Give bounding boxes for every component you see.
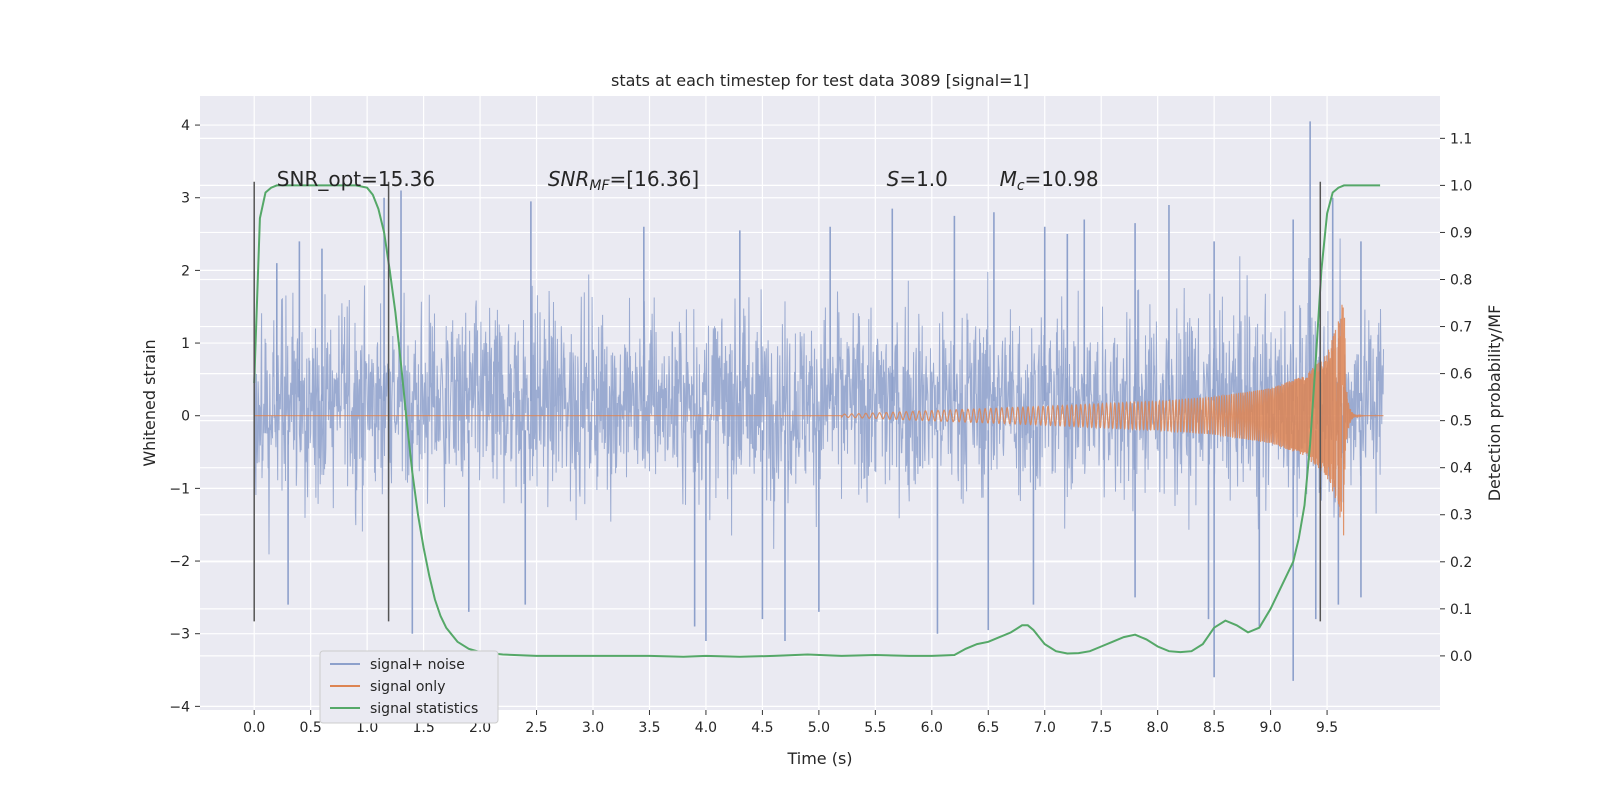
y-right-tick-label: 0.5 [1450,414,1472,430]
y-right-tick-label: 0.2 [1450,555,1472,571]
legend-label-noise: signal+ noise [370,657,465,673]
y-right-tick-label: 0.9 [1450,225,1472,241]
x-tick-label: 4.0 [695,720,717,736]
x-axis: 0.0 0.5 1.0 1.5 2.0 2.5 3.0 3.5 4.0 4.5 5.0 5.5 6.0 6… [243,710,1338,736]
series-line-signal-statistics [253,184,1381,658]
y-right-tick-label: 0.8 [1450,272,1472,288]
legend: signal+ noise signal only signal statist… [319,650,499,724]
y-tick-label: 1 [181,336,190,352]
annotation-part: SNR [548,167,590,191]
y-axis-right-title: Detection probability/MF [1485,305,1504,502]
annotation-part: S [887,167,900,191]
x-tick-label: 2.0 [469,720,491,736]
annotation-part: MF [589,178,610,194]
stats-layer [253,184,1381,658]
y-tick-label: −1 [169,481,190,497]
x-tick-label: 0.5 [300,720,322,736]
y-axis-right: 1.1 1.0 0.9 0.8 0.7 0.6 0.5 0.4 0.3 0.2 0.1 0.0 [1440,131,1472,665]
x-tick-label: 1.5 [412,720,434,736]
y-tick-label: −4 [169,699,190,715]
y-tick-label: −3 [169,627,190,643]
annotation-text: Mc=10.98 [1000,167,1099,194]
x-tick-label: 8.5 [1203,720,1225,736]
y-tick-label: 4 [181,118,190,134]
x-tick-label: 8.0 [1147,720,1169,736]
annotation-text: SNR_opt=15.36 [277,167,435,191]
x-tick-label: 7.5 [1090,720,1112,736]
y-right-tick-label: 0.6 [1450,367,1472,383]
series-layer [253,121,1384,681]
y-right-tick-label: 1.1 [1450,131,1472,147]
annotation-text: SNRMF=[16.36] [548,167,699,194]
annotation-part: SNR_opt=15.36 [277,167,435,191]
x-tick-label: 7.0 [1034,720,1056,736]
y-right-tick-label: 0.3 [1450,508,1472,524]
y-right-tick-label: 0.4 [1450,461,1472,477]
y-tick-label: 0 [181,409,190,425]
x-axis-title: Time (s) [786,749,852,768]
annotation-part: =1.0 [899,167,948,191]
chart-title: stats at each timestep for test data 308… [611,71,1029,90]
y-right-tick-label: 1.0 [1450,178,1472,194]
y-axis-left: 4 3 2 1 0 −1 −2 −3 −4 [169,118,200,715]
x-tick-label: 1.0 [356,720,378,736]
series-line-signal-noise [253,238,1384,555]
annotation-text: S=1.0 [887,167,948,191]
y-right-tick-label: 0.7 [1450,320,1472,336]
y-right-tick-label: 0.1 [1450,602,1472,618]
x-tick-label: 9.0 [1259,720,1281,736]
annotation-part: M [1000,167,1017,191]
annotation-part: c [1017,178,1025,194]
x-tick-label: 3.0 [582,720,604,736]
x-tick-label: 9.5 [1316,720,1338,736]
x-tick-label: 2.5 [525,720,547,736]
y-right-tick-label: 0.0 [1450,649,1472,665]
legend-label-stats: signal statistics [370,701,478,717]
y-tick-label: 2 [181,263,190,279]
x-tick-label: 5.0 [808,720,830,736]
x-tick-label: 6.0 [921,720,943,736]
y-axis-title: Whitened strain [140,339,159,466]
marker-lines [253,181,1322,622]
x-tick-label: 4.5 [751,720,773,736]
legend-box [319,650,499,724]
x-tick-label: 3.5 [638,720,660,736]
annotation-part: =10.98 [1025,167,1099,191]
series-line-signal-only [254,304,1384,536]
y-tick-label: 3 [181,191,190,207]
x-tick-label: 0.0 [243,720,265,736]
y-tick-label: −2 [169,554,190,570]
legend-label-signal: signal only [370,679,445,695]
annotation-part: =[16.36] [610,167,700,191]
x-tick-label: 6.5 [977,720,999,736]
annotations: SNR_opt=15.36 SNRMF=[16.36] S=1.0 Mc=10.98 [277,167,1099,194]
x-tick-label: 5.5 [864,720,886,736]
